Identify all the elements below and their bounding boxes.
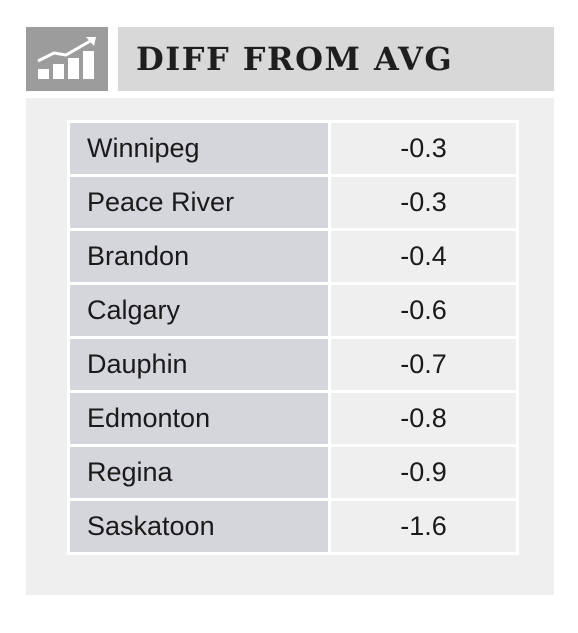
city-cell: Brandon xyxy=(70,231,328,282)
table-row: Calgary -0.6 xyxy=(70,285,516,336)
table-row: Dauphin -0.7 xyxy=(70,339,516,390)
header-title-box: DIFF FROM AVG xyxy=(118,27,554,91)
value-cell: -1.6 xyxy=(331,501,516,552)
value-cell: -0.9 xyxy=(331,447,516,498)
city-cell: Regina xyxy=(70,447,328,498)
city-cell: Winnipeg xyxy=(70,123,328,174)
header-title: DIFF FROM AVG xyxy=(136,40,454,78)
table-row: Peace River -0.3 xyxy=(70,177,516,228)
cropped-body-text xyxy=(0,618,578,633)
value-cell: -0.6 xyxy=(331,285,516,336)
value-cell: -0.3 xyxy=(331,177,516,228)
city-cell: Dauphin xyxy=(70,339,328,390)
bar-chart-trend-icon xyxy=(37,37,96,79)
header-icon-box xyxy=(26,27,108,91)
city-cell: Saskatoon xyxy=(70,501,328,552)
city-cell: Edmonton xyxy=(70,393,328,444)
diff-table: Winnipeg -0.3 Peace River -0.3 Brandon -0.4 Ca… xyxy=(67,120,519,555)
table-row: Edmonton -0.8 xyxy=(70,393,516,444)
value-cell: -0.8 xyxy=(331,393,516,444)
value-cell: -0.3 xyxy=(331,123,516,174)
value-cell: -0.4 xyxy=(331,231,516,282)
city-cell: Calgary xyxy=(70,285,328,336)
value-cell: -0.7 xyxy=(331,339,516,390)
table-row: Winnipeg -0.3 xyxy=(70,123,516,174)
table-row: Brandon -0.4 xyxy=(70,231,516,282)
table-row: Saskatoon -1.6 xyxy=(70,501,516,552)
city-cell: Peace River xyxy=(70,177,328,228)
table-row: Regina -0.9 xyxy=(70,447,516,498)
